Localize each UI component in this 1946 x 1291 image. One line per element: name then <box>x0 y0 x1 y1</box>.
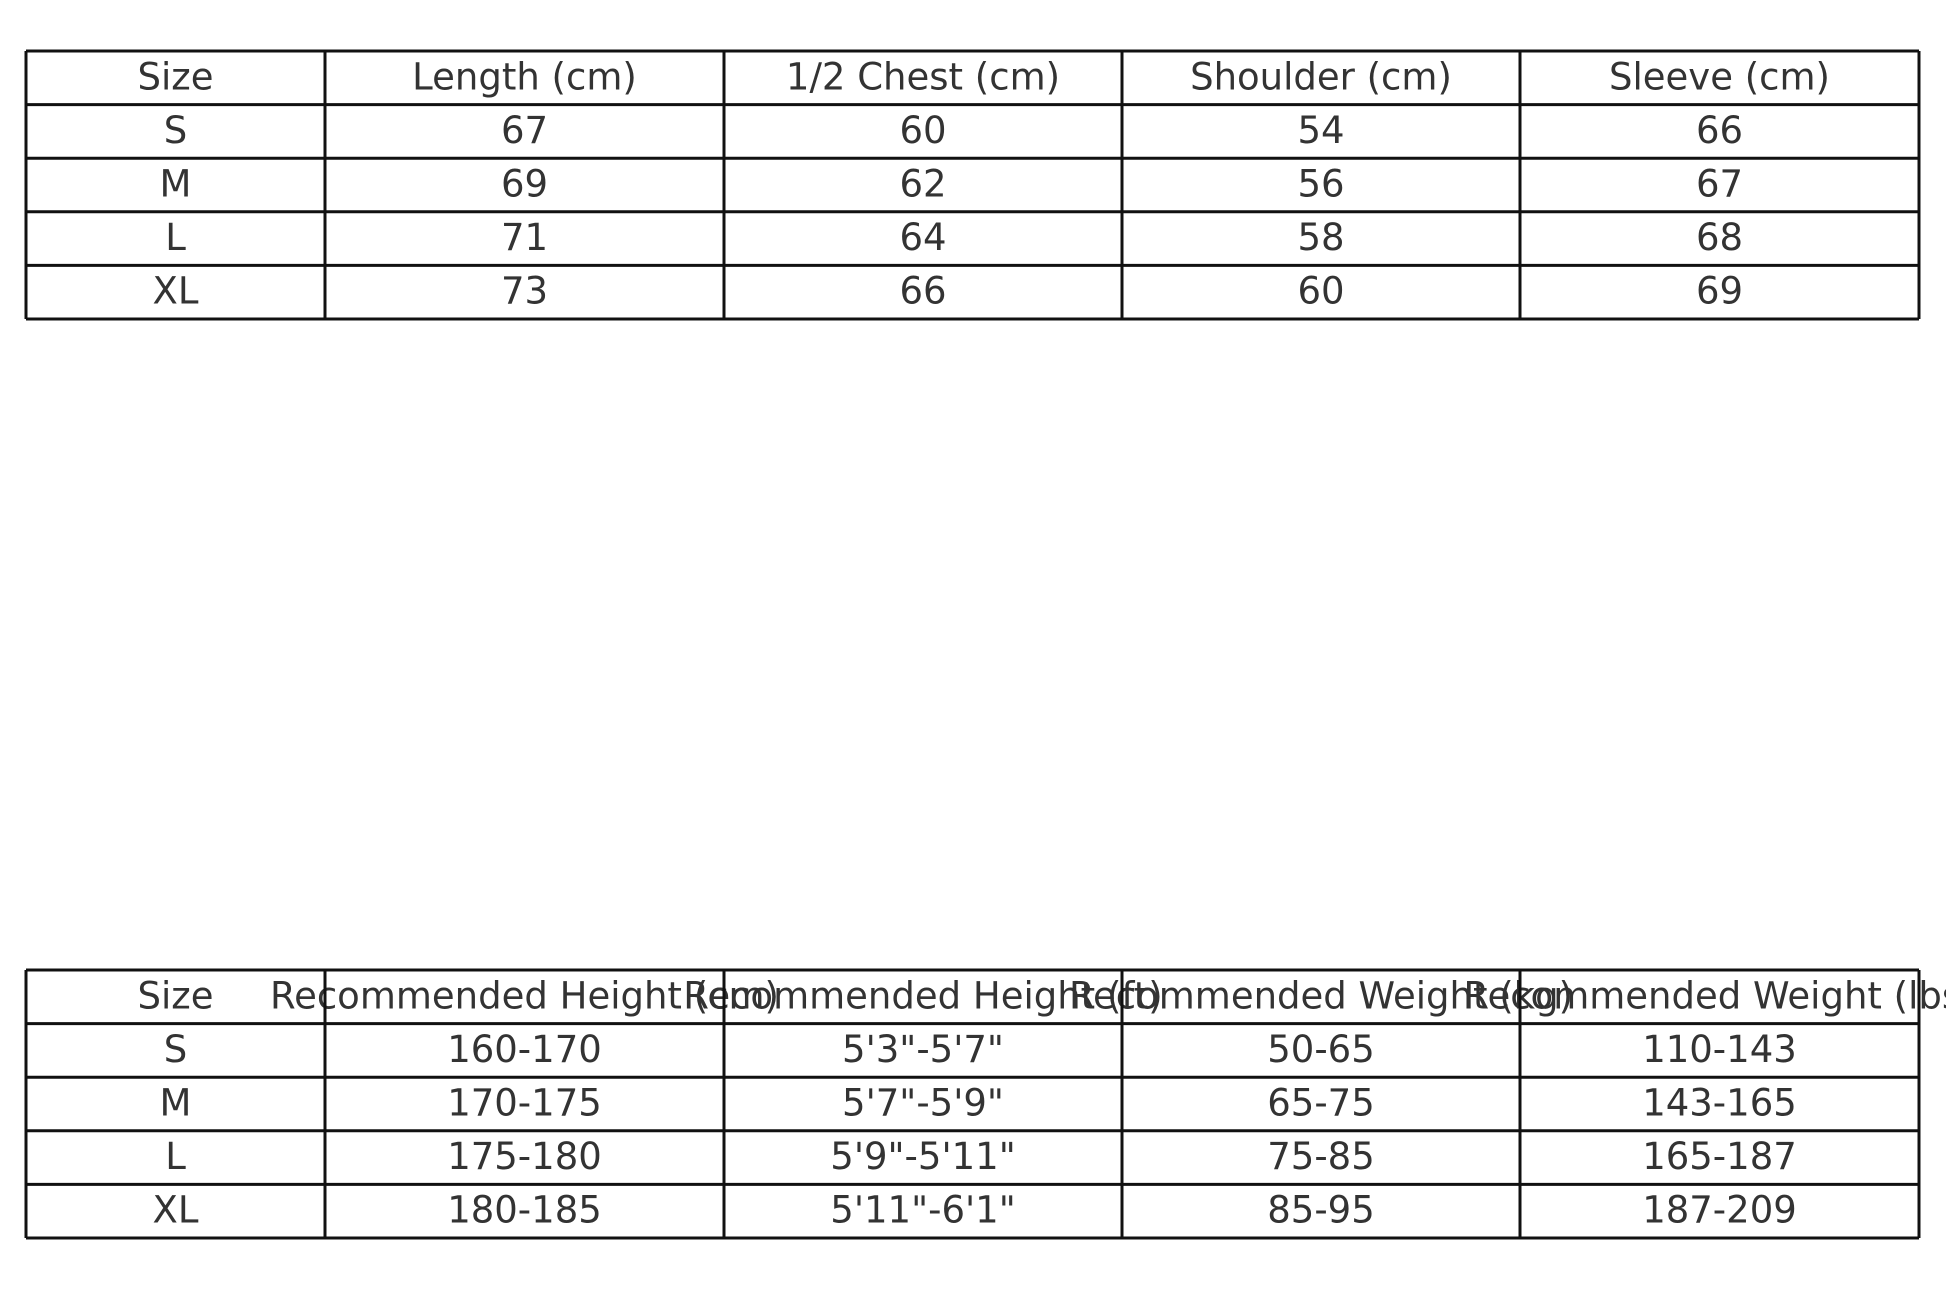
table-cell: M <box>160 163 192 206</box>
header-cell: Recommended Weight (kg) <box>1069 974 1573 1017</box>
header-cell: Recommended Weight (lbs) <box>1463 974 1946 1017</box>
table-cell: 67 <box>501 109 548 152</box>
table-cell: 73 <box>501 270 548 313</box>
table-cell: M <box>160 1082 192 1125</box>
table-cell: 58 <box>1297 216 1344 259</box>
table-cell: XL <box>153 1189 199 1232</box>
table-cell: 160-170 <box>447 1028 602 1071</box>
header-cell: Size <box>138 974 214 1017</box>
table-cell: L <box>165 1135 186 1178</box>
table-cell: 170-175 <box>447 1082 602 1125</box>
table-cell: 165-187 <box>1642 1135 1797 1178</box>
table-cell: XL <box>153 270 199 313</box>
table-cell: S <box>164 109 188 152</box>
table-cell: 180-185 <box>447 1189 602 1232</box>
table-cell: 187-209 <box>1642 1189 1797 1232</box>
table-cell: 66 <box>1696 109 1743 152</box>
header-cell: Recommended Height (cm) <box>270 974 779 1017</box>
header-cell: Shoulder (cm) <box>1190 55 1452 98</box>
table-cell: 85-95 <box>1267 1189 1375 1232</box>
table-cell: 69 <box>1696 270 1743 313</box>
table-cell: 60 <box>1297 270 1344 313</box>
header-cell: 1/2 Chest (cm) <box>786 55 1060 98</box>
header-cell: Recommended Height (ft) <box>683 974 1162 1017</box>
header-cell: Length (cm) <box>412 55 637 98</box>
header-cell: Size <box>138 55 214 98</box>
table-cell: 5'11"-6'1" <box>830 1189 1015 1232</box>
table-cell: 62 <box>899 163 946 206</box>
table-cell: 5'9"-5'11" <box>830 1135 1015 1178</box>
table-cell: 5'7"-5'9" <box>842 1082 1004 1125</box>
table-cell: 56 <box>1297 163 1344 206</box>
table-cell: S <box>164 1028 188 1071</box>
table-cell: 66 <box>899 270 946 313</box>
table-cell: 64 <box>899 216 946 259</box>
table-cell: 69 <box>501 163 548 206</box>
header-cell: Sleeve (cm) <box>1609 55 1830 98</box>
table-cell: 65-75 <box>1267 1082 1375 1125</box>
table-cell: 68 <box>1696 216 1743 259</box>
table-cell: L <box>165 216 186 259</box>
table-cell: 71 <box>501 216 548 259</box>
table-cell: 67 <box>1696 163 1743 206</box>
table-cell: 54 <box>1297 109 1344 152</box>
table-cell: 60 <box>899 109 946 152</box>
table-cell: 5'3"-5'7" <box>842 1028 1004 1071</box>
table-cell: 110-143 <box>1642 1028 1797 1071</box>
table-cell: 50-65 <box>1267 1028 1375 1071</box>
table-cell: 75-85 <box>1267 1135 1375 1178</box>
table-cell: 143-165 <box>1642 1082 1797 1125</box>
table-cell: 175-180 <box>447 1135 602 1178</box>
